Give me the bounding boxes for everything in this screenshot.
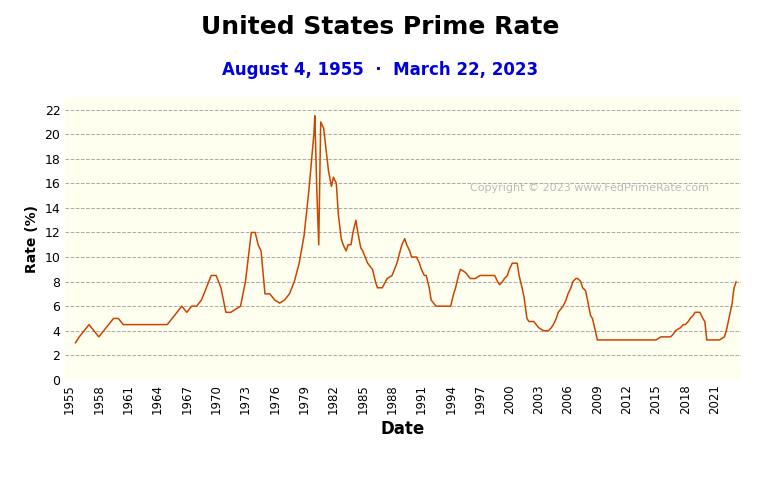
X-axis label: Date: Date <box>381 420 425 438</box>
Text: United States Prime Rate: United States Prime Rate <box>201 15 559 38</box>
Text: August 4, 1955  ·  March 22, 2023: August 4, 1955 · March 22, 2023 <box>222 61 538 79</box>
Y-axis label: Rate (%): Rate (%) <box>25 205 39 273</box>
Text: Copyright © 2023 www.FedPrimeRate.com: Copyright © 2023 www.FedPrimeRate.com <box>470 183 709 193</box>
